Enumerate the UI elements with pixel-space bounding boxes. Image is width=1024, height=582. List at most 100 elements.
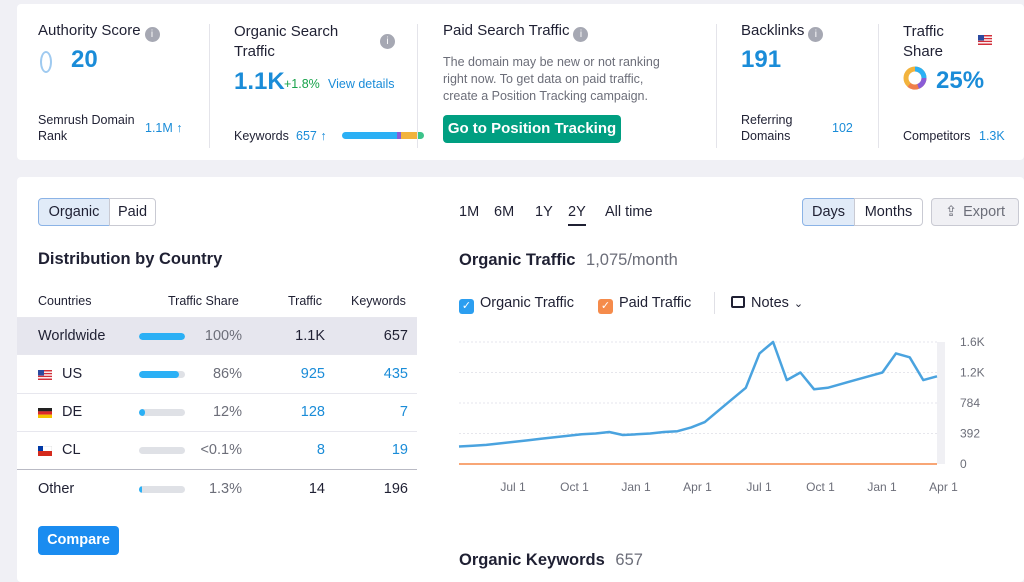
table-row-cl[interactable]: CL <0.1% 8 19: [17, 432, 417, 470]
organic-traffic-title: Organic Traffic 1,075/month: [459, 251, 678, 269]
share-percent: 100%: [204, 328, 242, 344]
country-name: Worldwide: [38, 328, 106, 344]
semrush-rank-label: Semrush Domain Rank: [38, 113, 135, 143]
info-icon[interactable]: i: [573, 27, 589, 42]
organic-traffic-line: [458, 340, 938, 448]
table-row-de[interactable]: DE 12% 128 7: [17, 394, 417, 432]
keywords-label: Keywords: [234, 129, 289, 143]
info-icon[interactable]: i: [808, 27, 824, 42]
divider: [417, 24, 418, 148]
x-tick-label: Apr 1: [683, 480, 712, 494]
traffic-share-value: 25%: [936, 67, 985, 94]
share-bar: [139, 333, 185, 340]
notes-icon: [731, 296, 745, 308]
x-tick-label: Oct 1: [806, 480, 835, 494]
share-percent: 12%: [212, 404, 242, 420]
share-bar-fill: [139, 486, 142, 493]
chevron-down-icon: ⌄: [793, 298, 804, 310]
authority-score-gauge-icon: [40, 51, 52, 73]
x-tick-label: Jul 1: [500, 480, 526, 494]
share-percent: 1.3%: [208, 481, 242, 497]
legend-divider: [714, 292, 715, 314]
forecast-band: [937, 342, 945, 464]
table-row-other: Other 1.3% 14 196: [17, 471, 417, 509]
y-tick-label: 392: [960, 427, 980, 441]
export-icon: ⇪: [944, 204, 958, 220]
us-flag-icon: [978, 35, 992, 45]
share-bar: [139, 371, 185, 378]
x-tick-label: Oct 1: [560, 480, 589, 494]
info-icon[interactable]: i: [144, 27, 160, 42]
backlinks-value[interactable]: 191: [741, 46, 782, 73]
share-bar-fill: [139, 409, 145, 416]
keywords-value[interactable]: 657 ↑: [296, 129, 327, 143]
organic-traffic-chart[interactable]: 1.6K 1.2K 784 392 0 Jul 1 Oct 1 Jan 1 Apr 1 Jul …: [455, 330, 995, 500]
months-toggle[interactable]: Months: [854, 198, 923, 226]
organic-traffic-value[interactable]: 1.1K: [234, 68, 285, 95]
competitors-label: Competitors: [903, 129, 971, 143]
keywords-value[interactable]: 7: [399, 404, 408, 420]
x-tick-label: Jul 1: [746, 480, 772, 494]
country-name: CL: [62, 442, 81, 458]
header-countries: Countries: [38, 294, 92, 308]
share-percent: 86%: [212, 366, 242, 382]
cl-flag-icon: [38, 446, 52, 456]
divider: [716, 24, 717, 148]
tab-organic[interactable]: Organic: [38, 198, 110, 226]
legend-organic[interactable]: ✓ Organic Traffic: [459, 295, 574, 314]
organic-search-label: Organic Search Traffic: [234, 23, 339, 60]
traffic-value: 1.1K: [295, 328, 325, 344]
checkbox-icon: ✓: [459, 299, 474, 314]
go-to-position-tracking-button[interactable]: Go to Position Tracking: [443, 115, 621, 143]
keywords-distribution-bar: [342, 132, 424, 139]
share-bar-fill: [139, 333, 185, 340]
traffic-value: 14: [308, 481, 325, 497]
referring-domains-value[interactable]: 102: [832, 121, 853, 135]
days-toggle[interactable]: Days: [802, 198, 855, 226]
organic-traffic-change: +1.8%: [284, 77, 320, 91]
table-row-worldwide[interactable]: Worldwide 100% 1.1K 657: [17, 317, 417, 355]
traffic-value[interactable]: 925: [300, 366, 325, 382]
export-button[interactable]: ⇪ Export: [931, 198, 1019, 226]
de-flag-icon: [38, 408, 52, 418]
period-6m[interactable]: 6M: [494, 204, 515, 220]
share-percent: <0.1%: [200, 442, 242, 458]
tab-paid[interactable]: Paid: [109, 198, 156, 226]
keywords-value: 196: [383, 481, 408, 497]
semrush-rank-value[interactable]: 1.1M ↑: [145, 121, 183, 135]
header-keywords[interactable]: Keywords: [351, 294, 406, 308]
competitors-value[interactable]: 1.3K: [979, 129, 1005, 143]
y-tick-label: 784: [960, 396, 980, 410]
legend-paid[interactable]: ✓ Paid Traffic: [598, 295, 691, 314]
compare-button[interactable]: Compare: [38, 526, 119, 555]
table-row-us[interactable]: US 86% 925 435: [17, 356, 417, 394]
paid-search-description: The domain may be new or not ranking righ…: [443, 55, 660, 103]
share-bar: [139, 447, 185, 454]
y-tick-label: 1.6K: [960, 335, 985, 349]
period-2y[interactable]: 2Y: [568, 204, 586, 226]
checkbox-icon: ✓: [598, 299, 613, 314]
country-name: DE: [62, 404, 83, 420]
x-tick-label: Jan 1: [621, 480, 651, 494]
header-traffic-share[interactable]: Traffic Share: [168, 294, 239, 308]
traffic-value[interactable]: 8: [316, 442, 325, 458]
traffic-value[interactable]: 128: [300, 404, 325, 420]
view-details-link[interactable]: View details: [328, 77, 395, 91]
info-icon[interactable]: i: [380, 34, 395, 49]
traffic-share-label: Traffic Share: [903, 23, 944, 60]
period-1m[interactable]: 1M: [459, 204, 480, 220]
period-all-time[interactable]: All time: [605, 204, 653, 220]
notes-dropdown[interactable]: Notes ⌄: [731, 295, 803, 311]
keywords-value[interactable]: 19: [391, 442, 408, 458]
donut-chart-icon: [903, 66, 927, 90]
share-bar-fill: [139, 371, 179, 378]
summary-card: Authority Score i 20 Semrush Domain Rank 1…: [17, 4, 1024, 160]
divider: [209, 24, 210, 148]
header-traffic[interactable]: Traffic: [288, 294, 323, 308]
period-1y[interactable]: 1Y: [535, 204, 553, 220]
divider: [878, 24, 879, 148]
keywords-value[interactable]: 435: [383, 366, 408, 382]
backlinks-label: Backlinks i: [741, 22, 824, 42]
share-bar: [139, 486, 185, 493]
country-name: US: [62, 366, 83, 382]
